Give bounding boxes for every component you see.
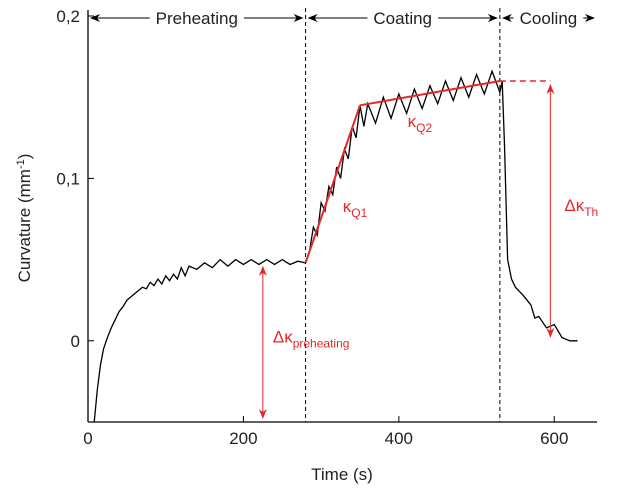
x-tick-label: 0 <box>83 429 92 448</box>
x-axis-label: Time (s) <box>311 465 373 484</box>
fit-line <box>359 79 501 107</box>
difference-label: Δκpreheating <box>273 327 350 350</box>
fit-label-sub: Q2 <box>416 121 432 135</box>
y-tick-label: 0,1 <box>56 169 80 188</box>
x-tick-label: 400 <box>385 429 413 448</box>
difference-label-sub: Th <box>584 205 598 219</box>
difference-label: ΔκTh <box>564 196 598 219</box>
fit-label-main: κ <box>408 112 417 131</box>
phase-label: Cooling <box>520 9 578 28</box>
difference-label-sub: preheating <box>293 336 350 350</box>
fit-label: κQ2 <box>408 112 433 135</box>
y-tick-label: 0 <box>71 332 80 351</box>
y-tick-label: 0,2 <box>56 7 80 26</box>
fit-label-sub: Q1 <box>351 206 367 220</box>
difference-label-main: Δκ <box>273 327 293 346</box>
fit-label: κQ1 <box>343 197 368 220</box>
fit-label-main: κ <box>343 197 352 216</box>
y-label-sup: -1 <box>15 159 27 169</box>
phase-label: Preheating <box>156 9 238 28</box>
x-tick-label: 200 <box>229 429 257 448</box>
phase-label: Coating <box>373 9 432 28</box>
fit-line <box>304 104 361 264</box>
y-label-text: Curvature (mm <box>15 169 34 282</box>
x-tick-label: 600 <box>540 429 568 448</box>
data-line <box>93 69 578 423</box>
y-label-suffix: ) <box>15 154 34 160</box>
y-axis-label: Curvature (mm-1) <box>15 154 34 283</box>
difference-label-main: Δκ <box>564 196 584 215</box>
